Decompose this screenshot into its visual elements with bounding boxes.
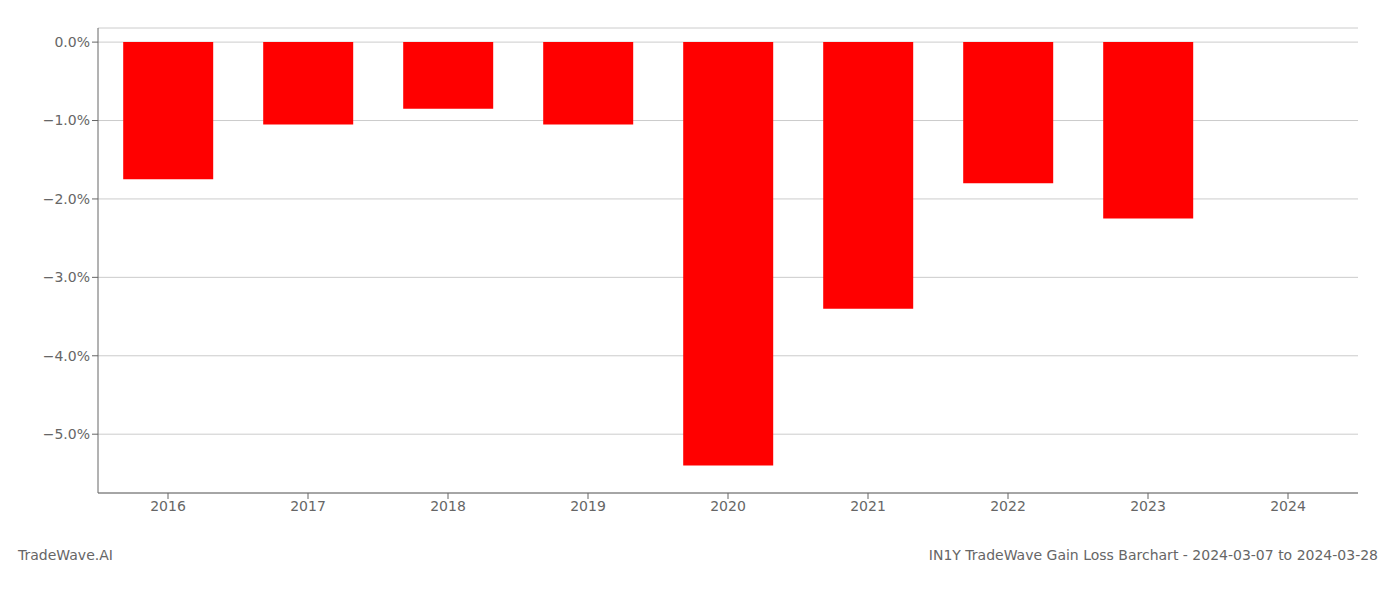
svg-text:2018: 2018 <box>430 498 466 514</box>
svg-text:−3.0%: −3.0% <box>43 269 90 285</box>
svg-text:2019: 2019 <box>570 498 606 514</box>
html-text:IN1Y TradeWave Gain Loss Barch: IN1Y TradeWave Gain Loss Barchart - 2024… <box>928 547 1378 563</box>
svg-text:2024: 2024 <box>1270 498 1306 514</box>
svg-text:2017: 2017 <box>290 498 326 514</box>
svg-text:−4.0%: −4.0% <box>43 348 90 364</box>
svg-text:−5.0%: −5.0% <box>43 426 90 442</box>
svg-text:2016: 2016 <box>150 498 186 514</box>
svg-text:2023: 2023 <box>1130 498 1166 514</box>
svg-text:−2.0%: −2.0% <box>43 191 90 207</box>
svg-text:−1.0%: −1.0% <box>43 112 90 128</box>
svg-text:2022: 2022 <box>990 498 1026 514</box>
html-text:TradeWave.AI: TradeWave.AI <box>18 547 113 563</box>
svg-text:2021: 2021 <box>850 498 886 514</box>
svg-text:0.0%: 0.0% <box>54 34 90 50</box>
svg-text:2020: 2020 <box>710 498 746 514</box>
